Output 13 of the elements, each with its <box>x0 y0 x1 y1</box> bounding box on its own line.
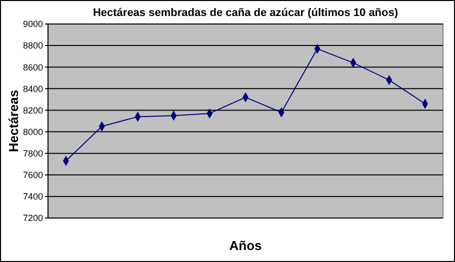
y-tick-label: 8800 <box>22 40 43 51</box>
y-axis-title: Hectáreas <box>6 90 21 152</box>
y-tick-label: 7600 <box>22 170 43 180</box>
y-tick-label: 8000 <box>22 126 43 137</box>
chart-title: Hectáreas sembradas de caña de azúcar (últimos 10 años) <box>92 7 398 19</box>
x-axis-title: Años <box>229 238 262 253</box>
y-tick-label: 7400 <box>22 192 43 202</box>
y-tick-label: 7800 <box>22 148 43 158</box>
y-tick-label: 9000 <box>22 19 43 30</box>
y-tick-label: 8400 <box>22 84 43 94</box>
y-tick-label: 8200 <box>22 105 43 116</box>
y-tick-label: 7200 <box>22 213 43 224</box>
y-tick-label: 8600 <box>22 62 43 72</box>
